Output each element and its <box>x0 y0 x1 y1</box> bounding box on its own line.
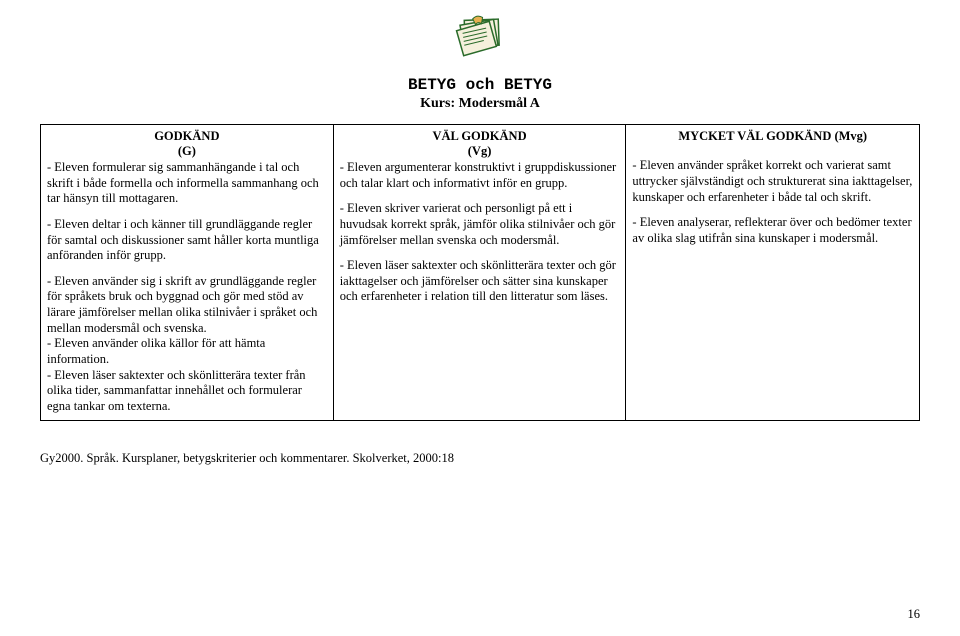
col-header-mvg: MYCKET VÄL GODKÄND (Mvg) <box>632 129 913 145</box>
criteria-table: GODKÄND (G) - Eleven formulerar sig samm… <box>40 124 920 422</box>
col-header-vg-line1: VÄL GODKÄND <box>433 129 527 143</box>
g-p2: - Eleven deltar i och känner till grundl… <box>47 217 327 264</box>
vg-p3: - Eleven läser saktexter och skönlitterä… <box>340 258 620 305</box>
g-p5: - Eleven läser saktexter och skönlitterä… <box>47 368 327 415</box>
col-header-g: GODKÄND (G) <box>47 129 327 160</box>
g-p4: - Eleven använder olika källor för att h… <box>47 336 327 367</box>
title-block: BETYG och BETYG Kurs: Modersmål A <box>40 75 920 112</box>
cell-mycket-val-godkand: MYCKET VÄL GODKÄND (Mvg) - Eleven använd… <box>626 124 920 421</box>
page-subtitle: Kurs: Modersmål A <box>40 96 920 112</box>
page-title: BETYG och BETYG <box>40 75 920 96</box>
col-header-g-line1: GODKÄND <box>154 129 219 143</box>
cell-val-godkand: VÄL GODKÄND (Vg) - Eleven argumenterar k… <box>333 124 626 421</box>
mvg-p2: - Eleven analyserar, reflekterar över oc… <box>632 215 913 246</box>
col-header-vg-line2: (Vg) <box>468 144 492 158</box>
g-p1: - Eleven formulerar sig sammanhängande i… <box>47 160 327 207</box>
page-number: 16 <box>908 607 921 622</box>
vg-p2: - Eleven skriver varierat och personligt… <box>340 201 620 248</box>
cell-godkand: GODKÄND (G) - Eleven formulerar sig samm… <box>41 124 334 421</box>
footer-reference: Gy2000. Språk. Kursplaner, betygskriteri… <box>40 451 920 466</box>
vg-p1: - Eleven argumenterar konstruktivt i gru… <box>340 160 620 191</box>
mvg-p1: - Eleven använder språket korrekt och va… <box>632 158 913 205</box>
g-p3: - Eleven använder sig i skrift av grundl… <box>47 274 327 337</box>
col-header-g-line2: (G) <box>178 144 196 158</box>
col-header-vg: VÄL GODKÄND (Vg) <box>340 129 620 160</box>
documents-icon <box>445 10 515 60</box>
